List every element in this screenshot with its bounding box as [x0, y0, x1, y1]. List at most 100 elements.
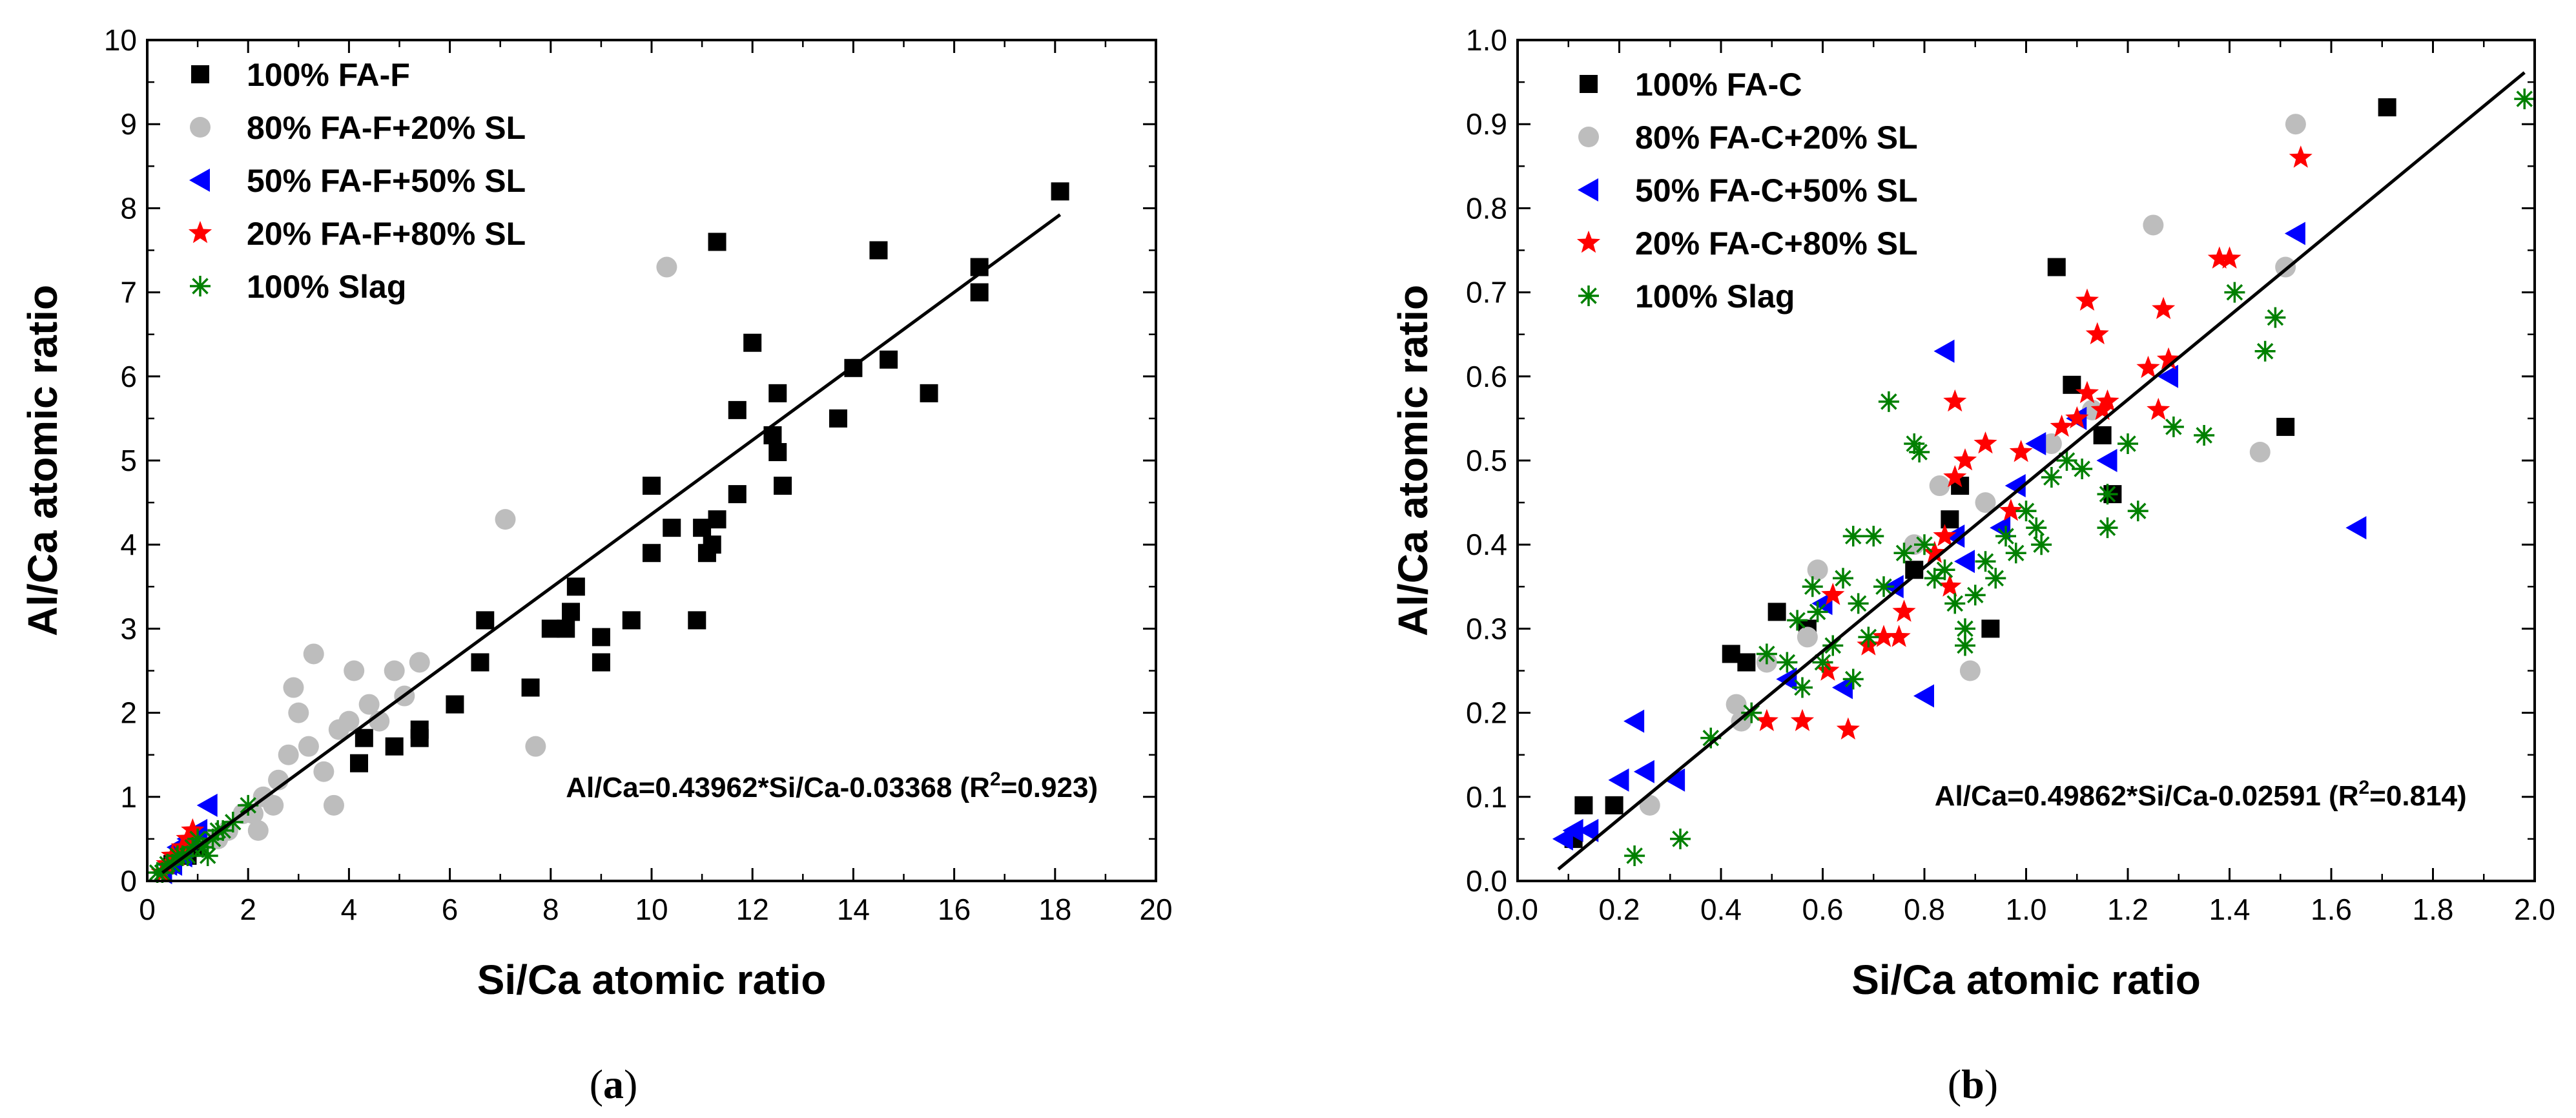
point-b-0-13 — [1722, 645, 1740, 663]
point-b-3-6 — [2147, 397, 2170, 420]
point-a-0-4 — [880, 350, 898, 369]
point-a-4-5 — [187, 828, 209, 849]
point-b-3-28 — [1821, 583, 1845, 605]
point-b-4-8 — [2097, 517, 2118, 539]
point-b-4-6 — [2127, 501, 2148, 522]
y-tick-label-a-9: 9 — [120, 107, 137, 141]
point-b-2-5 — [2025, 431, 2046, 455]
point-a-1-15 — [288, 702, 309, 723]
x-tick-label-b-2: 0.4 — [1700, 893, 1742, 926]
point-b-0-12 — [1737, 653, 1756, 672]
point-b-3-23 — [1892, 599, 1916, 622]
point-b-4-28 — [1909, 441, 1930, 462]
point-b-3-20 — [1933, 524, 1957, 546]
point-b-4-25 — [1924, 568, 1945, 589]
point-b-0-2 — [2093, 426, 2112, 444]
point-a-1-21 — [247, 820, 269, 841]
point-b-4-42 — [1792, 677, 1813, 698]
point-b-4-45 — [1756, 643, 1777, 665]
point-a-0-8 — [774, 477, 792, 495]
x-tick-label-b-0: 0.0 — [1497, 893, 1538, 926]
point-b-3-31 — [1755, 709, 1778, 731]
point-b-1-15 — [1639, 794, 1660, 816]
point-b-4-40 — [1807, 601, 1828, 623]
legend-label-b-2: 50% FA-C+50% SL — [1635, 172, 1918, 209]
y-tick-label-b-2: 0.2 — [1466, 696, 1507, 730]
legend-label-b-3: 20% FA-C+80% SL — [1635, 225, 1918, 262]
point-b-4-14 — [2026, 517, 2047, 539]
point-a-0-23 — [643, 544, 661, 563]
point-b-1-3 — [2249, 441, 2271, 462]
point-b-4-37 — [1833, 568, 1853, 589]
series-b-1 — [1639, 114, 2306, 816]
point-b-2-17 — [1633, 760, 1654, 783]
point-b-3-10 — [2075, 288, 2099, 311]
point-b-4-4 — [2194, 424, 2215, 446]
y-tick-label-b-1: 0.1 — [1466, 780, 1507, 814]
point-b-4-3 — [2254, 340, 2276, 362]
point-a-0-36 — [410, 729, 429, 747]
point-a-4-15 — [197, 845, 218, 866]
point-b-2-13 — [1832, 676, 1853, 699]
point-b-2-0 — [2284, 222, 2305, 245]
point-b-1-1 — [2143, 214, 2164, 236]
legend-label-b-1: 80% FA-C+20% SL — [1635, 119, 1918, 156]
point-a-0-31 — [521, 678, 540, 697]
point-b-3-21 — [1938, 574, 1962, 597]
point-b-4-18 — [1985, 568, 2006, 589]
y-tick-label-b-0: 0.0 — [1466, 864, 1507, 898]
point-a-3-1 — [176, 826, 200, 849]
point-b-4-12 — [2041, 467, 2062, 488]
legend-marker-b-1 — [1578, 127, 1599, 147]
point-a-4-14 — [212, 820, 234, 841]
point-b-4-19 — [1975, 551, 1996, 572]
fit-line-a — [161, 213, 1062, 875]
y-tick-label-b-9: 0.9 — [1466, 107, 1507, 141]
caption-a: (a) — [590, 1061, 638, 1107]
x-tick-label-a-6: 12 — [736, 893, 769, 926]
point-a-1-13 — [303, 643, 324, 665]
point-b-4-17 — [1995, 526, 2016, 547]
y-tick-label-a-6: 6 — [120, 360, 137, 393]
point-a-0-16 — [708, 510, 726, 529]
point-b-4-33 — [1858, 626, 1879, 648]
point-b-3-16 — [1973, 431, 1997, 454]
x-tick-label-a-3: 6 — [442, 893, 459, 926]
y-tick-label-a-2: 2 — [120, 696, 137, 730]
x-tick-label-a-5: 10 — [635, 893, 668, 926]
y-tick-label-a-7: 7 — [120, 276, 137, 309]
point-b-4-23 — [1944, 593, 1966, 614]
point-b-4-5 — [2163, 416, 2184, 437]
x-tick-label-b-3: 0.6 — [1802, 893, 1844, 926]
point-b-1-11 — [1797, 626, 1818, 648]
point-a-0-15 — [708, 233, 726, 251]
point-a-2-0 — [196, 793, 218, 817]
legend-marker-a-1 — [190, 117, 211, 138]
legend-marker-b-3 — [1576, 231, 1601, 253]
point-b-3-15 — [1999, 499, 2023, 521]
point-b-1-14 — [1726, 694, 1747, 715]
x-tick-label-b-4: 0.8 — [1904, 893, 1945, 926]
point-b-2-1 — [2158, 364, 2178, 388]
point-b-4-21 — [1955, 618, 1975, 639]
legend-label-a-2: 50% FA-F+50% SL — [247, 163, 526, 199]
x-tick-label-a-1: 2 — [240, 893, 256, 926]
point-b-3-24 — [1887, 625, 1911, 647]
point-b-2-8 — [1954, 550, 1975, 574]
point-a-0-13 — [728, 400, 747, 419]
point-b-0-1 — [2276, 417, 2295, 436]
point-b-4-26 — [1914, 534, 1935, 555]
legend-marker-b-0 — [1580, 75, 1598, 93]
point-a-0-28 — [562, 603, 581, 621]
series-a-0 — [163, 182, 1069, 873]
point-a-0-33 — [471, 653, 489, 672]
point-b-0-14 — [1605, 796, 1623, 814]
point-b-4-36 — [1842, 668, 1864, 690]
series-b-0 — [1564, 98, 2396, 848]
point-a-0-20 — [688, 611, 706, 630]
point-b-2-3 — [2096, 449, 2117, 472]
point-a-0-26 — [592, 653, 610, 672]
point-b-4-34 — [1848, 593, 1869, 614]
